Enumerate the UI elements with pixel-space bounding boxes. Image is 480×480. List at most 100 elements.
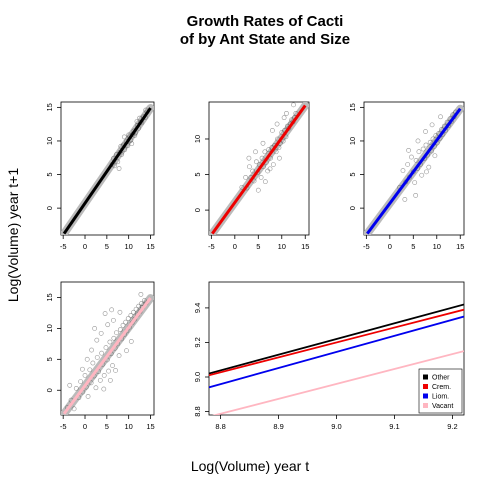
panel-crem-point [281, 115, 287, 121]
panel-vacant-point [103, 345, 109, 350]
panel-vacant-point [133, 306, 139, 312]
panel-liom-point [416, 149, 422, 155]
zoom-y-tick-label: 9.0 [193, 372, 202, 382]
panel-vacant-y-tick-label: 10 [45, 324, 54, 332]
panel-liom-point [424, 169, 429, 175]
panel-liom-x-tick-label: 5 [411, 242, 415, 251]
panel-other-point [134, 119, 140, 124]
panel-crem-y-tick-label: 0 [193, 208, 202, 212]
panel-vacant-x-tick-label: 5 [105, 422, 109, 431]
panel-vacant-point [124, 348, 129, 354]
panel-vacant-point [110, 363, 115, 368]
panel-liom-point [400, 168, 406, 173]
panel-vacant-point [94, 337, 100, 343]
panel-vacant-point [89, 347, 94, 353]
panel-crem-point [246, 155, 252, 161]
panel-vacant-y-tick-label: 5 [45, 357, 54, 361]
zoom-x-tick-label: 9.0 [331, 422, 341, 431]
panel-liom-point [423, 129, 428, 134]
legend-label-other: Other [432, 375, 450, 382]
panel-crem-point [267, 166, 273, 172]
zoom-x-tick-label: 8.9 [273, 422, 283, 431]
panel-vacant-point [110, 317, 116, 323]
panel-crem-point [273, 149, 279, 155]
panel-vacant-point [71, 406, 77, 412]
panel-crem-point [243, 174, 249, 180]
panel-vacant-y-tick-label: 0 [45, 388, 54, 392]
panel-crem-point [277, 155, 282, 161]
panel-crem-point [246, 164, 252, 170]
panel-vacant-plot-area [61, 291, 154, 415]
panel-crem-plot-area [209, 102, 309, 235]
panel-other-x-tick-label: 10 [125, 242, 133, 251]
panel-liom-point [430, 136, 436, 142]
panel-vacant-point [90, 360, 96, 366]
panel-other-y-tick-label: 10 [45, 137, 54, 145]
panel-vacant-y-tick-label: 15 [45, 293, 54, 301]
panel-vacant-point [78, 379, 84, 384]
panel-liom-point [419, 172, 425, 178]
panel-liom-point [420, 146, 426, 152]
legend-swatch-liom [423, 393, 428, 399]
panel-vacant-point [128, 338, 134, 344]
panel-other-x-tick-label: -5 [60, 242, 67, 251]
panel-crem-x-tick-label: -5 [208, 242, 215, 251]
x-axis-label: Log(Volume) year t [191, 458, 309, 474]
panel-crem-point [253, 149, 258, 155]
panel-liom-point [413, 158, 419, 163]
panel-vacant-point [98, 330, 104, 336]
panel-vacant-point [79, 366, 85, 372]
panel-other-point [112, 163, 118, 169]
panel-liom-point [423, 142, 429, 148]
panel-liom-y-tick-label: 5 [348, 172, 357, 176]
panel-vacant-point [73, 385, 79, 391]
panel-liom-point [432, 153, 438, 159]
panel-other-frame [60, 101, 155, 236]
legend-label-crem: Crem. [432, 384, 451, 391]
panel-liom-point [402, 196, 408, 202]
panel-liom: -5 0 5 10 15 0 5 10 15 [348, 101, 464, 251]
panel-liom-point [405, 162, 411, 167]
panel-vacant-point [131, 309, 136, 315]
panel-crem: -5 0 5 10 15 0 5 10 [193, 101, 309, 251]
panel-crem-y-tick-label: 5 [193, 172, 202, 176]
zoom-x-tick-label: 9.1 [389, 422, 399, 431]
panel-liom-point [426, 164, 432, 170]
panel-vacant-point [85, 394, 91, 399]
panel-crem-x-tick-label: 10 [278, 242, 286, 251]
legend-label-liom: Liom. [432, 394, 449, 401]
panel-vacant-point [109, 307, 115, 313]
panel-vacant-point [107, 377, 113, 383]
panel-crem-point [254, 159, 259, 165]
panel-vacant-frame [60, 281, 155, 416]
panel-crem-x-tick-label: 0 [233, 242, 237, 251]
panel-crem-point [260, 140, 266, 146]
panel-other-y-tick-label: 15 [45, 103, 54, 111]
panel-vacant-x-tick-label: -5 [60, 422, 67, 431]
panel-liom-x-tick-label: 15 [456, 242, 464, 251]
panel-crem-point [274, 121, 280, 127]
panel-crem-point [284, 110, 289, 116]
panel-liom-y-tick-label: 0 [348, 206, 357, 210]
zoom-panel: 8.8 8.9 9.0 9.1 9.2 8.8 9.0 9.2 9.4 Other Crem. Lio… [193, 281, 465, 431]
panel-liom-point [415, 138, 421, 144]
zoom-plot-area [209, 303, 464, 415]
panel-liom-point [409, 154, 414, 160]
zoom-x-tick-label: 9.2 [447, 422, 457, 431]
panel-vacant-x-tick-label: 10 [125, 422, 133, 431]
panel-other-x-tick-label: 15 [146, 242, 154, 251]
panel-crem-point [258, 174, 264, 180]
y-axis-label: Log(Volume) year t+1 [5, 168, 21, 302]
panel-vacant-point [107, 339, 113, 345]
panel-crem-point [266, 147, 272, 153]
panel-liom-x-tick-label: -5 [363, 242, 370, 251]
panel-crem-point [276, 145, 282, 150]
panel-other-x-tick-label: 0 [83, 242, 87, 251]
panel-other-point [137, 115, 142, 121]
panel-liom-point [412, 180, 418, 186]
panel-crem-point [269, 128, 275, 133]
panel-vacant-point [93, 385, 99, 391]
panel-crem-point [259, 155, 265, 161]
zoom-line-crem [209, 308, 464, 377]
panel-liom-point [413, 192, 419, 198]
